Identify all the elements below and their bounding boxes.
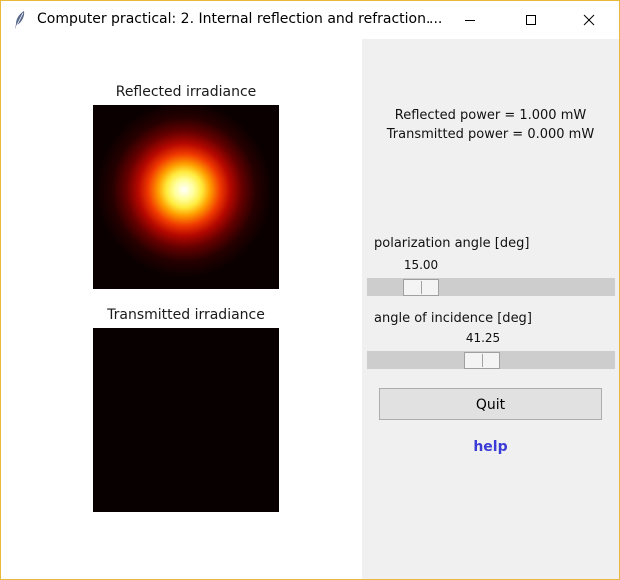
polarization-angle-label: polarization angle [deg] [374,236,530,251]
minimize-button[interactable] [447,1,493,39]
controls-panel [362,39,619,579]
maximize-icon [525,11,537,30]
quit-button[interactable]: Quit [379,388,602,420]
title-bar[interactable]: Computer practical: 2. Internal reflecti… [1,1,619,39]
transmitted-power-readout: Transmitted power = 0.000 mW [386,127,595,142]
reflected-irradiance-title: Reflected irradiance [115,84,257,100]
angle-of-incidence-label: angle of incidence [deg] [374,311,532,326]
window-title: Computer practical: 2. Internal reflecti… [37,11,431,27]
polarization-angle-slider-thumb[interactable] [403,279,439,296]
polarization-angle-value: 15.00 [403,258,439,272]
angle-of-incidence-slider-thumb[interactable] [464,352,500,369]
close-button[interactable] [566,1,612,39]
help-link[interactable]: help [473,439,508,455]
angle-of-incidence-value: 41.25 [465,331,501,345]
title-ellipsis: ... [429,11,443,27]
feather-icon [13,10,27,30]
reflected-power-readout: Reflected power = 1.000 mW [394,108,587,123]
close-icon [583,11,595,30]
angle-of-incidence-slider[interactable] [367,351,615,369]
transmitted-irradiance-plot [93,328,279,512]
minimize-icon [464,11,476,30]
polarization-angle-slider[interactable] [367,278,615,296]
maximize-button[interactable] [508,1,554,39]
reflected-irradiance-plot [93,105,279,289]
client-area: Reflected irradiance Transmitted irradia… [1,39,619,579]
transmitted-irradiance-title: Transmitted irradiance [107,307,265,323]
